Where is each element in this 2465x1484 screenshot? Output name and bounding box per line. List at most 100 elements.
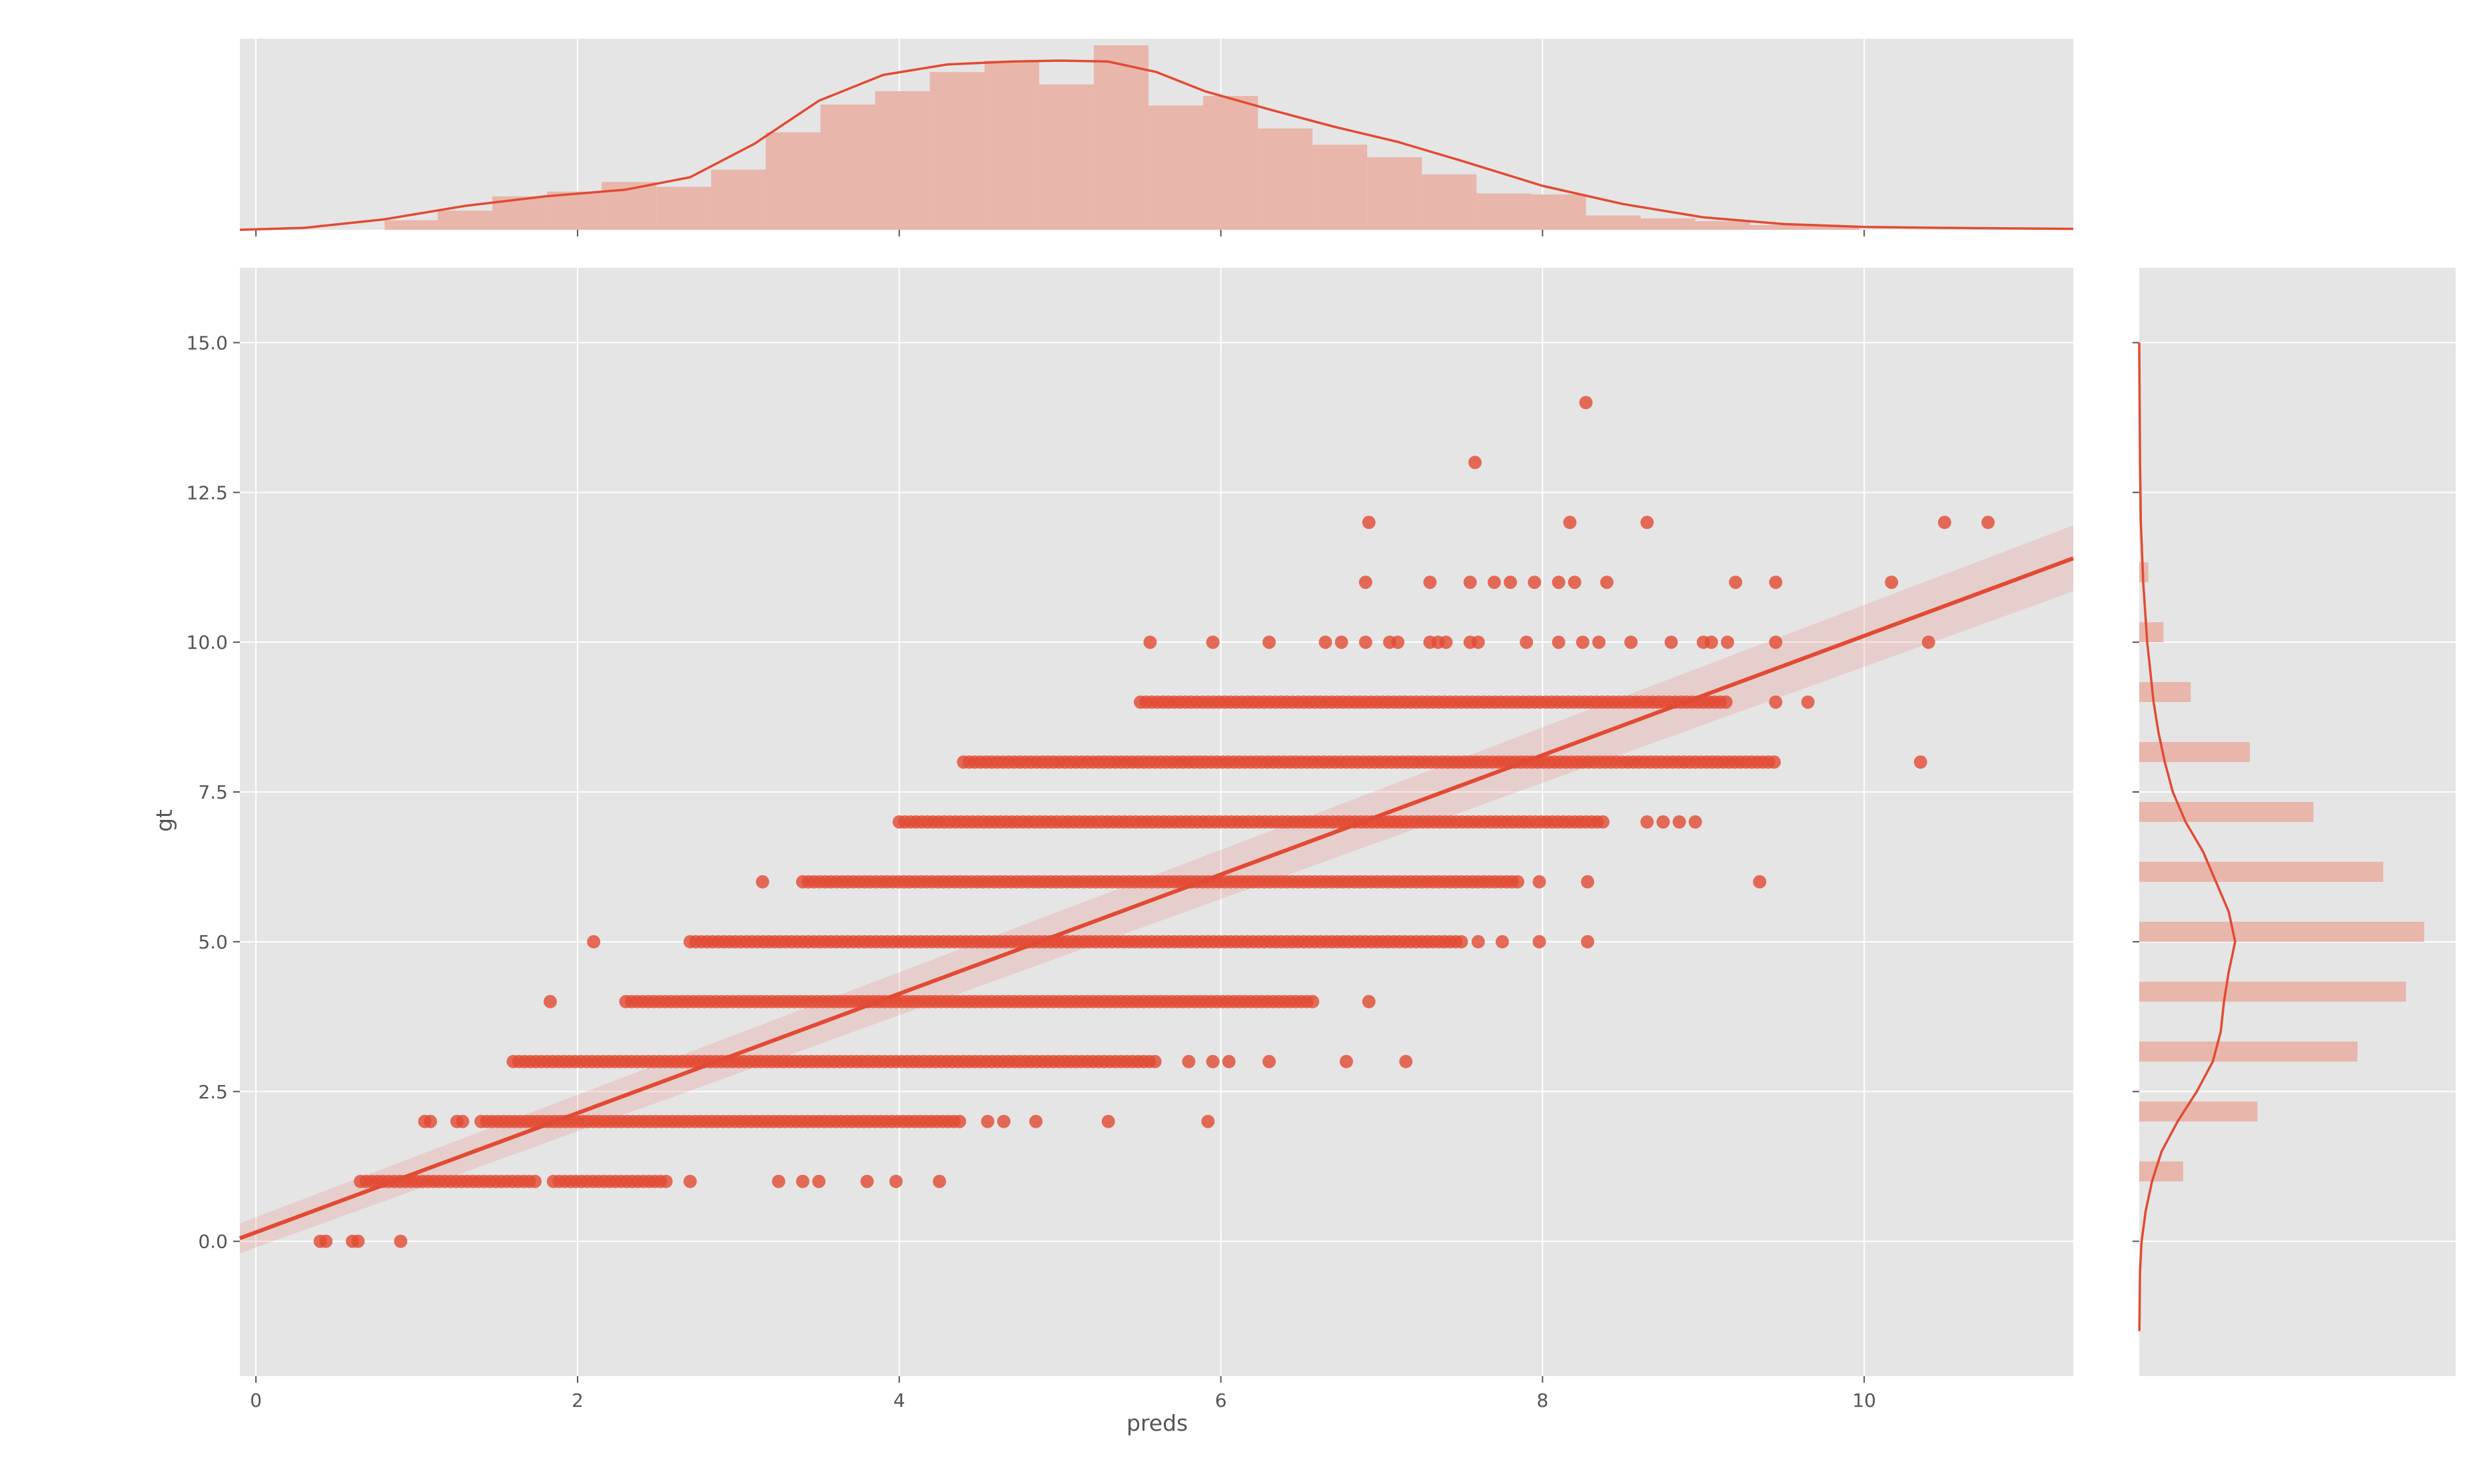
scatter-point — [1656, 815, 1670, 829]
scatter-point — [1801, 695, 1815, 709]
top-histogram-bar — [1039, 84, 1094, 230]
scatter-point — [1206, 635, 1220, 649]
scatter-point — [424, 1114, 438, 1128]
scatter-point — [1334, 635, 1348, 649]
scatter-point — [1206, 1054, 1220, 1068]
scatter-point — [1672, 815, 1686, 829]
scatter-point — [1552, 635, 1566, 649]
scatter-point — [1148, 1054, 1162, 1068]
top-histogram-bar — [1695, 221, 1750, 230]
scatter-point — [1496, 934, 1509, 948]
x-tick-label: 10 — [1852, 1389, 1876, 1411]
top-marginal-histogram — [239, 39, 2074, 236]
scatter-point — [1029, 1114, 1043, 1128]
y-tick-label: 0.0 — [198, 1231, 228, 1253]
scatter-point — [1487, 575, 1501, 589]
y-tick-label: 7.5 — [198, 781, 228, 803]
y-tick-label: 10.0 — [187, 631, 228, 653]
scatter-point — [1423, 575, 1437, 589]
scatter-point — [1528, 575, 1542, 589]
scatter-point — [394, 1234, 408, 1248]
scatter-point — [1358, 575, 1372, 589]
scatter-point — [1391, 635, 1405, 649]
x-tick-label: 8 — [1536, 1389, 1548, 1411]
top-histogram-bar — [1258, 128, 1313, 230]
scatter-point — [1143, 635, 1157, 649]
scatter-point — [1306, 994, 1320, 1008]
top-histogram-bar — [656, 186, 712, 230]
y-tick-label: 12.5 — [187, 482, 228, 504]
scatter-point — [1719, 695, 1733, 709]
right-kde-curve — [2138, 342, 2236, 1331]
scatter-panel: 0 2 4 6 8 10 0.0 2.5 5.0 7.5 10.0 12.5 15.0 — [187, 268, 2075, 1411]
scatter-point — [1101, 1114, 1115, 1128]
scatter-point — [1318, 635, 1332, 649]
top-histogram-bar — [1476, 193, 1532, 230]
scatter-point — [1600, 575, 1614, 589]
top-histogram-bar — [437, 210, 493, 230]
top-histogram-bar — [1804, 226, 1859, 230]
scatter-point — [528, 1174, 542, 1188]
scatter-point — [1769, 635, 1783, 649]
right-histogram-bar — [2139, 682, 2191, 703]
scatter-point — [1552, 575, 1566, 589]
top-histogram-bar — [875, 91, 930, 230]
scatter-point — [1913, 755, 1927, 769]
scatter-point — [1532, 934, 1546, 948]
right-histogram-bar — [2139, 921, 2424, 942]
scatter-point — [1981, 516, 1995, 530]
y-tick-label: 2.5 — [198, 1081, 228, 1103]
top-histogram-bar — [1203, 96, 1258, 230]
scatter-point — [1769, 695, 1783, 709]
right-marginal-histogram — [2133, 268, 2456, 1376]
scatter-point — [997, 1114, 1011, 1128]
scatter-point — [1921, 635, 1935, 649]
scatter-point — [1222, 1054, 1236, 1068]
scatter-point — [1563, 516, 1577, 530]
right-histogram-bar — [2139, 802, 2314, 822]
scatter-point — [771, 1174, 785, 1188]
scatter-point — [1504, 575, 1518, 589]
scatter-point — [1182, 1054, 1196, 1068]
scatter-point — [1454, 934, 1468, 948]
right-histogram-bar — [2139, 742, 2250, 763]
right-histogram-bar — [2139, 622, 2164, 643]
regression-line — [239, 556, 2075, 1240]
x-tick-label: 4 — [893, 1389, 905, 1411]
scatter-point — [755, 875, 769, 889]
right-histogram-bar — [2139, 1161, 2183, 1182]
scatter-points — [313, 396, 1995, 1248]
scatter-point — [1358, 635, 1372, 649]
scatter-point — [933, 1174, 947, 1188]
scatter-point — [795, 1174, 809, 1188]
scatter-point — [1769, 575, 1783, 589]
scatter-point — [1885, 575, 1899, 589]
scatter-point — [1201, 1114, 1215, 1128]
top-histogram-bar — [1586, 215, 1641, 230]
scatter-point — [456, 1114, 470, 1128]
top-histogram-bar — [547, 191, 602, 230]
top-histogram-bar — [984, 61, 1039, 230]
scatter-point — [1624, 635, 1638, 649]
scatter-point — [1581, 934, 1594, 948]
scatter-point — [1262, 1054, 1276, 1068]
scatter-point — [659, 1174, 673, 1188]
scatter-point — [351, 1234, 365, 1248]
top-histogram-bar — [1367, 157, 1422, 230]
scatter-point — [1468, 456, 1482, 470]
scatter-point — [1576, 635, 1590, 649]
top-histogram-bar — [929, 72, 985, 230]
scatter-point — [1568, 575, 1582, 589]
right-histogram-bar — [2139, 1041, 2358, 1062]
scatter-point — [1640, 815, 1654, 829]
top-histogram-bar — [1749, 224, 1805, 230]
scatter-point — [1463, 575, 1477, 589]
scatter-point — [1664, 635, 1678, 649]
scatter-point — [1262, 635, 1276, 649]
scatter-point — [1596, 815, 1610, 829]
scatter-point — [889, 1174, 903, 1188]
scatter-point — [1471, 635, 1485, 649]
scatter-point — [1439, 635, 1453, 649]
top-histogram-bar — [1531, 194, 1586, 230]
